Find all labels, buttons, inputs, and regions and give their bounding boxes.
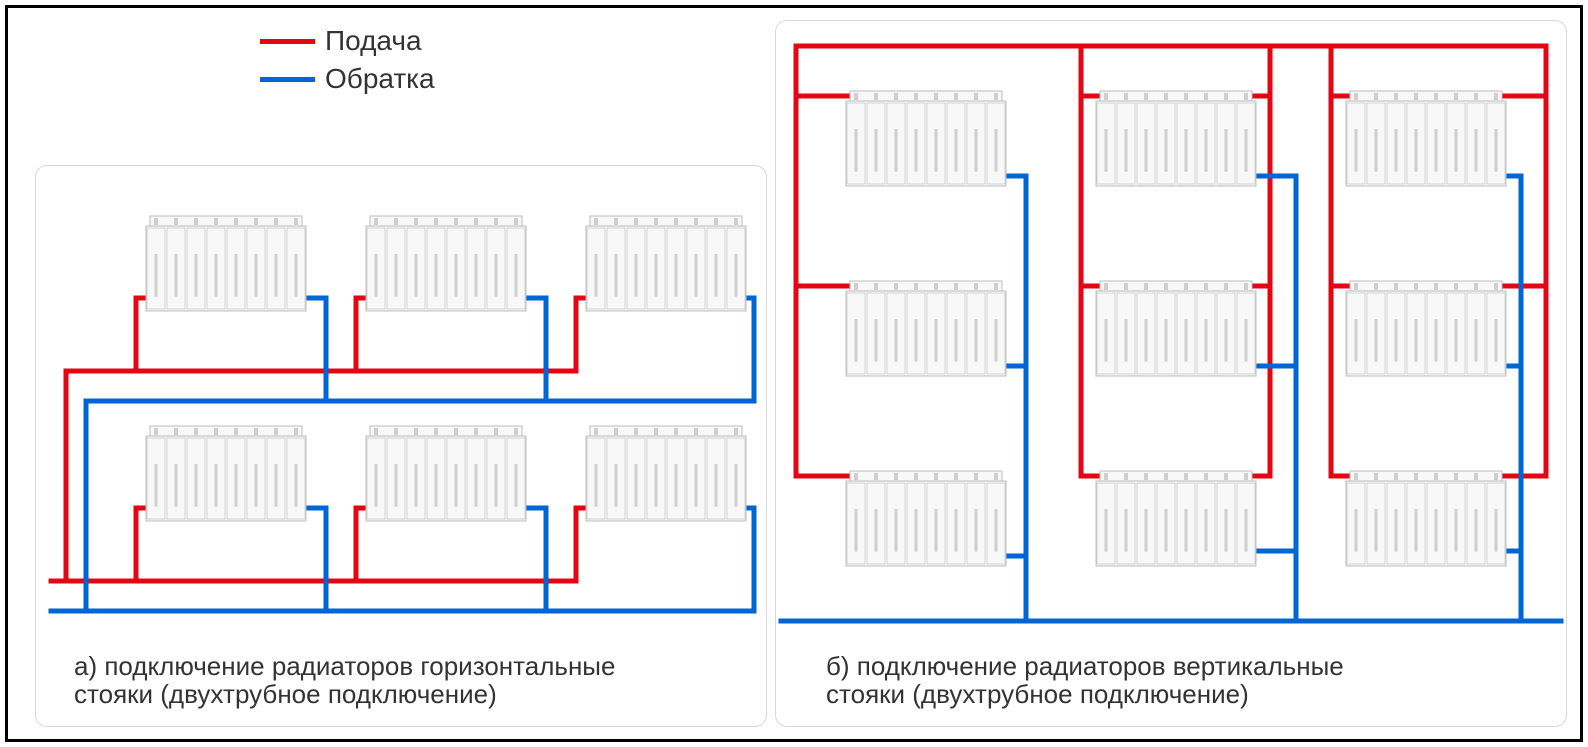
panel-b: б) подключение радиаторов вертикальныест…	[775, 20, 1567, 727]
legend-return: Обратка	[260, 63, 435, 95]
radiator	[846, 471, 1006, 566]
panel-a-svg	[36, 166, 766, 726]
radiator	[366, 216, 526, 311]
radiator	[1096, 91, 1256, 186]
caption-b: б) подключение радиаторов вертикальныест…	[826, 652, 1344, 708]
radiator	[1096, 471, 1256, 566]
radiator	[1346, 471, 1506, 566]
radiator	[146, 426, 306, 521]
legend-supply-label: Подача	[325, 25, 422, 57]
legend-return-label: Обратка	[325, 63, 435, 95]
radiator	[1346, 281, 1506, 376]
radiator	[586, 216, 746, 311]
supply-pipe	[796, 96, 854, 476]
radiator	[146, 216, 306, 311]
radiator	[1346, 91, 1506, 186]
return-pipe	[326, 298, 546, 401]
return-pipe	[51, 508, 326, 611]
radiator	[1096, 281, 1256, 376]
radiator	[366, 426, 526, 521]
supply-pipe	[66, 298, 156, 581]
caption-a: а) подключение радиаторов горизонтальные…	[74, 652, 615, 708]
return-pipe	[326, 508, 546, 611]
legend: Подача Обратка	[260, 25, 435, 101]
radiator	[846, 281, 1006, 376]
legend-return-line	[260, 77, 315, 82]
radiator	[846, 91, 1006, 186]
legend-supply-line	[260, 39, 315, 44]
panel-b-svg	[776, 21, 1566, 726]
radiator	[586, 426, 746, 521]
panel-a: а) подключение радиаторов горизонтальные…	[35, 165, 767, 727]
legend-supply: Подача	[260, 25, 435, 57]
